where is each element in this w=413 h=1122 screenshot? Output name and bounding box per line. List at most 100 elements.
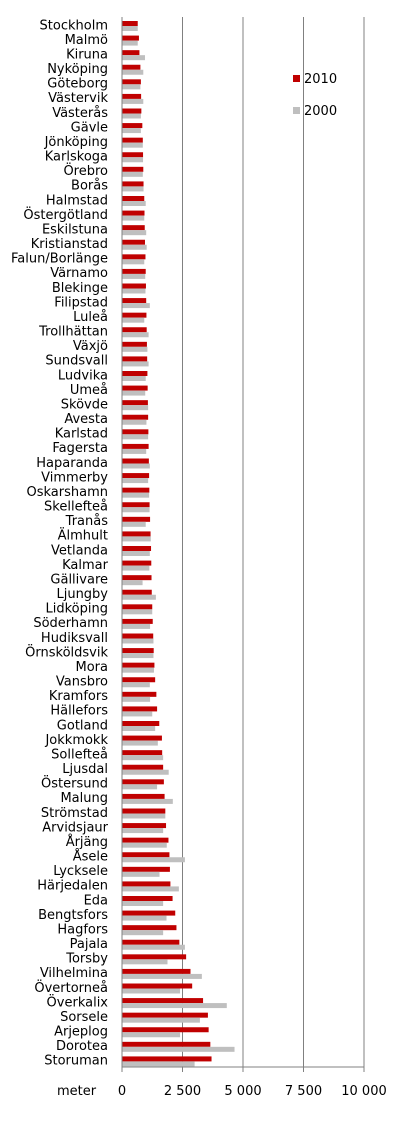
bar-2010 <box>122 662 155 668</box>
bar-2000 <box>122 507 150 513</box>
bar-2010 <box>122 166 144 172</box>
bar-2000 <box>122 346 148 352</box>
bar-2000 <box>122 128 141 134</box>
bar-2000 <box>122 215 145 221</box>
category-label: Årjäng <box>66 834 108 850</box>
bar-2000 <box>122 521 146 527</box>
legend-label: 2010 <box>304 72 337 87</box>
bar-2000 <box>122 186 144 192</box>
category-label: Strömstad <box>41 806 108 821</box>
category-label: Skövde <box>61 397 108 412</box>
bar-2000 <box>122 171 143 177</box>
bar-2010 <box>122 881 171 887</box>
bar-2010 <box>122 1012 208 1018</box>
category-label: Kiruna <box>66 47 108 62</box>
bar-2000 <box>122 565 150 571</box>
category-label: Gotland <box>57 718 108 733</box>
category-label: Dorotea <box>56 1039 108 1054</box>
bar-2010 <box>122 983 193 989</box>
category-label: Filipstad <box>54 295 108 310</box>
bar-2010 <box>122 910 176 916</box>
bar-2010 <box>122 341 147 347</box>
bar-2000 <box>122 317 145 323</box>
bar-2010 <box>122 750 163 756</box>
bar-2010 <box>122 108 142 114</box>
bar-2000 <box>122 405 149 411</box>
bar-2010 <box>122 575 152 581</box>
bar-2010 <box>122 210 145 216</box>
category-label: Avesta <box>64 412 108 427</box>
legend-swatch-2000 <box>293 107 300 114</box>
bar-2010 <box>122 954 187 960</box>
category-label: Blekinge <box>52 281 108 296</box>
category-label: Härjedalen <box>37 879 108 894</box>
bar-2010 <box>122 487 150 493</box>
category-label: Kramfors <box>49 689 108 704</box>
category-label: Luleå <box>73 310 108 325</box>
bar-2000 <box>122 930 164 936</box>
bar-2000 <box>122 1003 227 1009</box>
bar-2010 <box>122 939 180 945</box>
category-label: Örnsköldsvik <box>25 643 108 660</box>
bar-2000 <box>122 886 179 892</box>
bar-2010 <box>122 968 191 974</box>
bar-2000 <box>122 638 154 644</box>
bar-2000 <box>122 332 149 338</box>
bar-2010 <box>122 327 147 333</box>
category-label: Vetlanda <box>51 543 108 558</box>
category-label: Överkalix <box>47 993 109 1010</box>
bar-2000 <box>122 361 149 367</box>
category-label: Arjeplog <box>54 1025 108 1040</box>
bar-2000 <box>122 828 164 834</box>
category-label: Gävle <box>71 120 108 135</box>
category-label: Gällivare <box>50 572 108 587</box>
gridlines <box>182 17 365 1067</box>
bar-2000 <box>122 842 167 848</box>
x-tick-label: 5 000 <box>224 1084 261 1099</box>
bar-2000 <box>122 303 150 309</box>
bar-2010 <box>122 298 147 304</box>
bar-2010 <box>122 196 145 201</box>
bar-2010 <box>122 852 170 858</box>
bar-2010 <box>122 473 150 479</box>
bar-2000 <box>122 551 150 556</box>
bar-2000 <box>122 259 145 265</box>
bar-2000 <box>122 784 158 790</box>
bar-2010 <box>122 152 144 158</box>
bar-2000 <box>122 69 144 75</box>
bar-2010 <box>122 560 152 566</box>
bar-2010 <box>122 837 169 843</box>
bar-2000 <box>122 1032 181 1038</box>
category-label: Hagfors <box>57 922 108 937</box>
category-label: Nyköping <box>47 62 108 77</box>
bar-2010 <box>122 443 149 449</box>
category-label: Lycksele <box>53 864 108 879</box>
bar-2000 <box>122 448 147 454</box>
category-label: Lidköping <box>46 602 108 617</box>
bar-2010 <box>122 998 204 1004</box>
bar-2000 <box>122 84 141 90</box>
bar-2010 <box>122 691 157 697</box>
category-label: Övertorneå <box>34 979 108 996</box>
bar-2010 <box>122 764 164 770</box>
bar-2010 <box>122 589 152 595</box>
category-labels: StockholmMalmöKirunaNyköpingGöteborgVäst… <box>11 18 109 1068</box>
bar-2010 <box>122 1041 211 1047</box>
legend: 2010 2000 <box>293 72 337 119</box>
category-label: Malmö <box>65 33 108 48</box>
category-label: Östergötland <box>23 206 108 223</box>
bar-2010 <box>122 181 144 187</box>
bar-2000 <box>122 419 147 425</box>
bar-2000 <box>122 623 151 629</box>
category-label: Halmstad <box>46 193 108 208</box>
bar-2000 <box>122 463 150 469</box>
bar-2000 <box>122 55 145 61</box>
x-tick-label: 10 000 <box>341 1084 387 1099</box>
x-tick-label: 0 <box>118 1084 126 1099</box>
bar-2010 <box>122 123 143 129</box>
bar-2010 <box>122 1056 212 1062</box>
bar-2010 <box>122 414 149 420</box>
bar-2010 <box>122 793 165 799</box>
bar-2000 <box>122 157 144 163</box>
